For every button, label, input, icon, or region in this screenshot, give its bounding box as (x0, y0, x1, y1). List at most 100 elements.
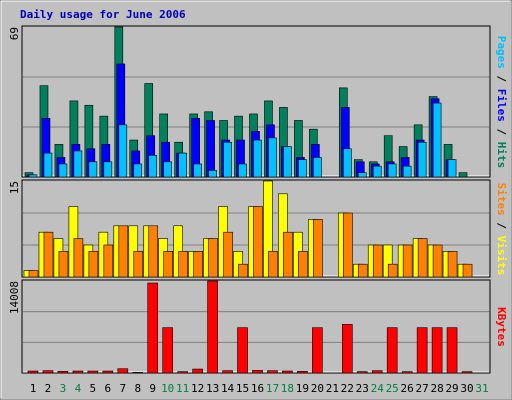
bar (357, 263, 368, 278)
x-tick-label: 3 (60, 382, 67, 395)
bar (193, 251, 203, 278)
x-tick-label: 21 (326, 382, 339, 395)
x-tick-label: 11 (176, 382, 189, 395)
x-tick-label: 24 (371, 382, 385, 395)
bar (312, 327, 323, 374)
bar (237, 327, 248, 374)
bar (148, 154, 158, 178)
legend-separator: / (495, 122, 508, 142)
legend-separator: / (495, 216, 508, 236)
bar (193, 163, 202, 178)
bar (103, 161, 113, 178)
bar (461, 371, 473, 374)
bar (432, 102, 442, 178)
x-tick-label: 13 (206, 382, 219, 395)
y-tick-label: 14008 (8, 281, 21, 314)
bar (417, 238, 428, 278)
bar (458, 172, 468, 178)
bar (447, 251, 458, 278)
bar (28, 270, 39, 278)
bar (341, 324, 353, 374)
x-tick-label: 4 (75, 382, 82, 395)
x-tick-label: 10 (161, 382, 174, 395)
bar (382, 244, 393, 278)
bar (192, 368, 203, 374)
bar (58, 251, 69, 278)
bar (208, 170, 217, 178)
bar (133, 163, 143, 178)
legend: Pages / Files / Hits (495, 36, 508, 169)
bar (238, 163, 247, 178)
x-tick-label: 8 (134, 382, 141, 395)
bar (42, 370, 54, 374)
chart-title: Daily usage for June 2006 (20, 8, 186, 21)
x-tick-label: 28 (430, 382, 443, 395)
bar (283, 146, 292, 178)
x-tick-label: 17 (266, 382, 279, 395)
bar (178, 251, 188, 278)
legend-entry: Pages (495, 36, 508, 69)
bar (402, 244, 413, 278)
bar (72, 370, 84, 374)
bar (402, 165, 412, 178)
bar (297, 371, 308, 374)
x-tick-label: 29 (445, 382, 458, 395)
bar (342, 212, 353, 278)
bar (73, 238, 84, 278)
x-tick-label: 25 (386, 382, 399, 395)
bar (102, 370, 114, 374)
bar (163, 251, 173, 278)
bar (253, 139, 262, 178)
y-tick-label: 15 (8, 181, 21, 194)
bar (43, 231, 54, 278)
bar (133, 251, 144, 278)
x-tick-label: 27 (416, 382, 429, 395)
bar (401, 371, 413, 374)
bar (238, 263, 248, 278)
x-tick-label: 30 (460, 382, 473, 395)
bar (417, 141, 427, 178)
bar (118, 124, 128, 178)
bar (58, 163, 68, 178)
x-tick-label: 16 (251, 382, 264, 395)
bar (223, 141, 232, 178)
bar (88, 161, 98, 178)
bar (253, 206, 263, 278)
bar (88, 251, 99, 278)
legend: Sites / Visits (495, 183, 508, 276)
legend-entry: Files (495, 89, 508, 122)
x-tick-label: 6 (105, 382, 112, 395)
bar (462, 263, 473, 278)
bar (387, 263, 398, 278)
x-tick-label: 18 (281, 382, 294, 395)
bar (356, 371, 368, 374)
bar (432, 244, 443, 278)
bar (223, 231, 233, 278)
x-tick-label: 22 (341, 382, 354, 395)
x-tick-label: 2 (45, 382, 52, 395)
bar (447, 159, 457, 178)
bar (416, 327, 428, 374)
bar (313, 219, 323, 278)
plot-area (21, 279, 491, 374)
legend-entry: Hits (495, 142, 508, 169)
legend-entry: Visits (495, 236, 508, 276)
x-tick-label: 5 (90, 382, 97, 395)
x-tick-label: 31 (475, 382, 488, 395)
legend-entry: Sites (495, 183, 508, 216)
bar (431, 327, 443, 374)
bar (118, 225, 129, 278)
bar (263, 180, 273, 278)
bar (103, 244, 114, 278)
bar (267, 370, 278, 374)
legend-entry: KBytes (495, 307, 508, 347)
bar (178, 152, 187, 178)
bar (28, 174, 38, 178)
bar (372, 244, 383, 278)
legend-separator: / (495, 69, 508, 89)
bar (298, 159, 307, 178)
x-tick-label: 20 (311, 382, 324, 395)
bar (27, 370, 39, 374)
x-tick-label: 9 (149, 382, 156, 395)
x-tick-label: 15 (236, 382, 249, 395)
